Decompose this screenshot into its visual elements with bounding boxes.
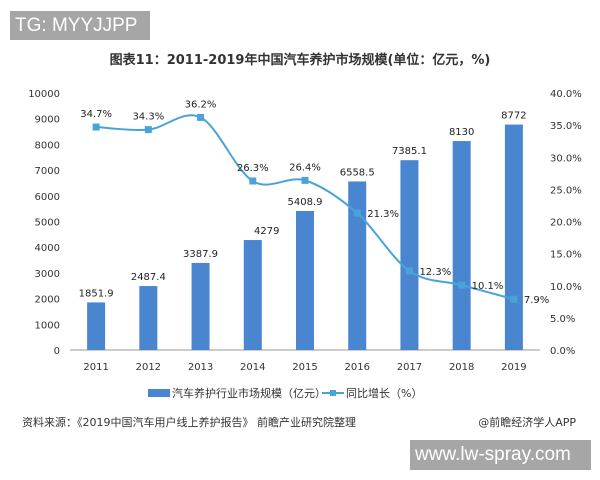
line-label: 34.7% [80,109,112,120]
y-left-tick-label: 2000 [35,295,60,306]
bar [452,141,471,350]
line-point [144,126,152,134]
bar-label: 8772 [501,111,526,122]
line-point [458,281,466,289]
y-right-tick-label: 5.0% [550,314,575,325]
source-note: 资料来源：《2019中国汽车用户线上养护报告》 前瞻产业研究院整理 [22,416,356,429]
bar [504,124,523,350]
bar-label: 8130 [449,127,474,138]
bar-label: 2487.4 [131,272,166,283]
y-left-tick-label: 10000 [28,89,60,100]
y-right-tick-label: 25.0% [550,185,582,196]
x-tick-label: 2019 [501,362,526,373]
y-right-tick-label: 40.0% [550,89,582,100]
bar [191,262,210,350]
line-point [510,295,518,303]
y-left-tick-label: 7000 [35,166,60,177]
line-label: 10.1% [472,281,504,292]
y-right-tick-label: 0.0% [550,346,575,357]
x-tick-label: 2014 [240,362,265,373]
y-left-tick-label: 3000 [35,269,60,280]
legend-bar-swatch [148,389,170,397]
bar [400,160,419,350]
line-point [405,267,413,275]
line-label: 36.2% [185,99,217,110]
chart-title: 图表11：2011-2019年中国汽车养护市场规模(单位：亿元，%) [109,53,491,68]
y-right-tick-label: 30.0% [550,153,582,164]
bar-label: 7385.1 [392,146,427,157]
bar-label: 1851.9 [79,288,114,299]
line-point [249,177,257,185]
legend-line-label: 同比增长（%） [346,386,422,400]
bar [243,240,262,350]
y-left-tick-label: 1000 [35,320,60,331]
line-label: 34.3% [132,112,164,123]
x-tick-label: 2016 [344,362,369,373]
line-label: 21.3% [367,209,399,220]
y-right-tick-label: 10.0% [550,282,582,293]
legend-line-marker [330,390,336,396]
y-right-tick-label: 35.0% [550,121,582,132]
bar-label: 6558.5 [340,167,375,178]
y-left-tick-label: 5000 [35,218,60,229]
bar-label: 4279 [254,226,279,237]
x-tick-label: 2012 [136,362,161,373]
bar [296,210,314,350]
x-tick-label: 2017 [397,362,422,373]
x-tick-label: 2018 [449,362,474,373]
y-left-tick-label: 0 [54,346,60,357]
y-left-tick-label: 6000 [35,192,60,203]
credit: @前瞻经济学人APP [478,416,576,429]
legend-bar-label: 汽车养护行业市场规模（亿元） [172,386,326,400]
line-label: 26.3% [237,163,269,174]
bar [139,286,158,350]
line-label: 12.3% [419,267,451,278]
overlay-tag: TG: MYYJJPP [10,11,150,40]
y-right-tick-label: 15.0% [550,250,582,261]
y-left-tick-label: 9000 [35,115,60,126]
line-label: 26.4% [289,162,321,173]
line-label: 7.9% [524,295,549,306]
y-left-tick-label: 4000 [35,243,60,254]
x-tick-label: 2013 [188,362,213,373]
watermark-url: www.lw-spray.com [410,440,591,470]
y-right-tick-label: 20.0% [550,218,582,229]
line-point [353,209,361,217]
bar-label: 5408.9 [288,197,323,208]
line-point [197,113,205,121]
bar-label: 3387.9 [183,249,218,260]
chart: 0 1000 2000 3000 4000 5000 6000 7000 8000 9000 100… [28,89,582,400]
bar [87,302,106,350]
line-point [301,176,309,184]
bar [348,181,367,350]
x-tick-label: 2011 [83,362,108,373]
x-tick-label: 2015 [292,362,317,373]
line-point [92,123,100,131]
y-left-tick-label: 8000 [35,140,60,151]
